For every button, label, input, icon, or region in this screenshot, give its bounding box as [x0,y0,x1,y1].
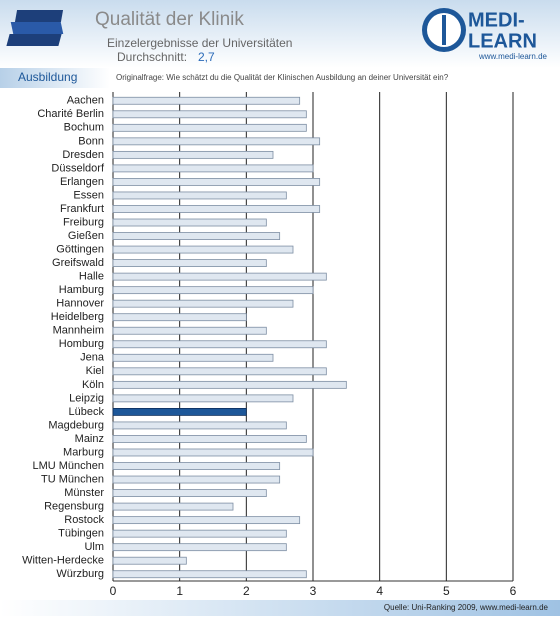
bar [112,448,314,457]
y-tick-label: Hannover [56,298,104,310]
header-bg [0,0,560,68]
y-tick-label: Ulm [84,541,104,553]
y-tick-label: Erlangen [60,176,104,188]
y-tick-label: Gießen [68,230,104,242]
bar [112,326,267,335]
bar [112,516,301,525]
y-tick-label: Lübeck [69,406,105,418]
footer-bg [0,600,560,616]
x-tick-label: 0 [110,584,117,598]
y-tick-label: Tübingen [58,528,104,540]
y-tick-label: Heidelberg [51,311,104,323]
bar [112,286,314,295]
bar [112,462,281,470]
x-tick-label: 1 [176,584,183,598]
x-tick-label: 5 [443,584,450,598]
section: Ausbildung [18,70,77,84]
bar [112,191,287,200]
y-tick-label: Köln [82,379,104,391]
bar [112,137,321,146]
bar [112,178,321,186]
subtitle: Einzelergebnisse der Universitäten [107,36,292,50]
bar [112,394,294,403]
title: Qualität der Klinik [95,9,244,30]
y-tick-label: Frankfurt [60,203,104,215]
bar [112,218,267,227]
y-tick-label: Dresden [62,149,104,161]
y-tick-label: Bochum [64,122,104,134]
bar [112,164,314,173]
logo-text: MEDI- [468,9,525,31]
bar [112,556,187,565]
bar [112,259,267,267]
y-tick-label: Göttingen [56,243,104,255]
y-tick-label: Charité Berlin [37,108,104,120]
bar [112,272,327,281]
bar [112,150,274,159]
average-label: Durchschnitt: [117,50,187,64]
bar [112,96,301,105]
bar [112,299,294,308]
bar [112,340,327,349]
y-tick-label: Greifswald [52,257,104,269]
bar [112,380,347,389]
bar [112,421,287,430]
logo-url: www.medi-learn.de [478,52,548,61]
y-tick-label: Düsseldorf [51,162,105,174]
logo-text: LEARN [468,30,537,52]
y-tick-label: Marburg [63,446,104,458]
x-tick-label: 2 [243,584,250,598]
logo: MEDI- LEARN www.medi-learn.de [422,8,548,61]
average-value: 2,7 [198,50,215,64]
bar [112,205,321,213]
bar [112,408,247,416]
bar [112,435,307,443]
y-tick-label: Essen [73,189,104,201]
bar [112,110,307,119]
section-bg [0,68,110,88]
y-tick-label: TU München [41,473,104,485]
x-tick-label: 6 [510,584,517,598]
x-tick-label: 4 [376,584,383,598]
y-tick-label: LMU München [32,460,104,472]
y-tick-label: Jena [80,352,105,364]
y-tick-label: Halle [79,271,104,283]
bar [112,475,281,484]
bar [112,543,287,552]
bar [112,313,247,322]
y-tick-label: Regensburg [44,501,104,513]
y-tick-label: Leipzig [69,392,104,404]
y-tick-label: Mainz [75,433,104,445]
bar [112,245,294,254]
y-tick-label: Kiel [86,365,104,377]
source: Quelle: Uni-Ranking 2009, www.medi-learn… [384,603,549,612]
y-tick-label: Homburg [59,338,104,350]
y-tick-label: Bonn [78,135,104,147]
y-tick-label: Aachen [67,95,104,107]
bar [112,232,281,240]
x-tick-label: 3 [310,584,317,598]
bar [112,502,234,511]
books-icon [6,10,64,46]
y-tick-label: Magdeburg [48,419,104,431]
bar [112,353,274,362]
bar [112,489,267,497]
y-tick-label: Würzburg [56,568,104,580]
y-tick-label: Freiburg [63,216,104,228]
y-tick-label: Rostock [64,514,104,526]
bar [112,123,307,132]
bar [112,367,327,376]
y-tick-label: Witten-Herdecke [22,555,104,567]
y-tick-label: Hamburg [59,284,104,296]
y-tick-label: Münster [64,487,104,499]
y-tick-label: Mannheim [53,325,104,337]
question: Originalfrage: Wie schätzt du die Qualit… [116,73,449,82]
bar [112,529,287,538]
bar [112,570,307,579]
